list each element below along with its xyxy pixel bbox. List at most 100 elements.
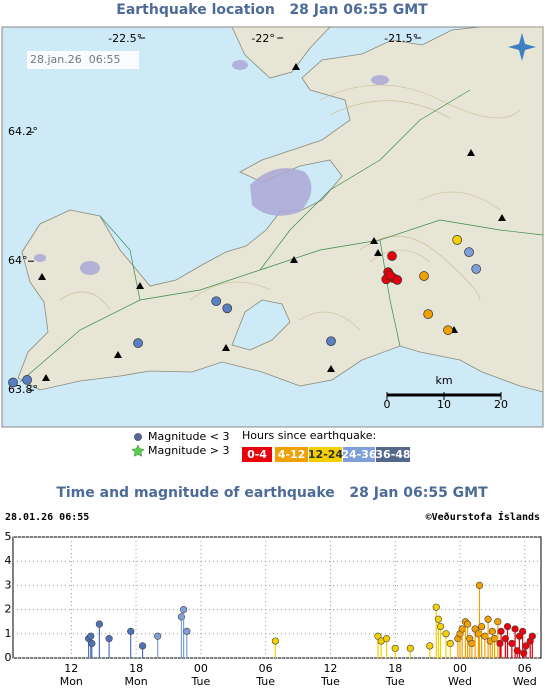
quake-point	[474, 630, 482, 658]
roads	[19, 89, 544, 383]
dot	[154, 632, 162, 640]
quake-point	[374, 632, 382, 658]
map-timestamp: 28.jan.26 06:55	[30, 53, 120, 66]
hours-box	[376, 447, 410, 462]
lon-label: -22°	[251, 32, 274, 45]
quake-point	[475, 581, 484, 658]
quake-point	[382, 635, 391, 658]
quake-point	[154, 632, 162, 658]
lon-label: -21.5°	[384, 32, 418, 45]
x-tick-label: 00	[453, 662, 467, 675]
hours-label: 12-24	[308, 448, 344, 461]
x-tick-label: 18	[388, 662, 402, 675]
quake-point	[95, 620, 103, 658]
y-tick-label: 4	[5, 554, 12, 567]
dot	[382, 635, 391, 643]
quake-point	[183, 627, 191, 658]
dot	[511, 625, 519, 633]
dot	[432, 603, 440, 611]
legend: Magnitude < 3 Magnitude > 3 Hours since …	[131, 429, 376, 457]
credit: ©Veðurstofa Íslands	[426, 510, 540, 523]
quake-point	[503, 622, 512, 658]
contours	[59, 84, 521, 331]
dot	[105, 635, 113, 643]
quake-point	[522, 642, 530, 658]
dot	[87, 632, 95, 640]
y-tick-label: 1	[5, 627, 12, 640]
x-day-label: Wed	[513, 675, 537, 688]
hours-label: 0-4	[247, 448, 267, 461]
dot	[391, 644, 399, 652]
quake-marker	[211, 296, 222, 307]
dot	[475, 581, 484, 590]
x-tick-label: 18	[129, 662, 143, 675]
dot	[497, 627, 505, 635]
hours-label: 36-48	[375, 448, 410, 461]
quake-point	[377, 637, 385, 658]
hours-label: 4-12	[278, 448, 306, 461]
map: 28.jan.26 06:55 km	[1, 26, 544, 428]
dot	[436, 622, 445, 631]
quake-point	[494, 618, 502, 658]
dot	[508, 639, 516, 648]
hours-title: Hours since earthquake:	[242, 429, 376, 442]
chart-title: Time and magnitude of earthquake 28 Jan …	[56, 485, 488, 501]
dot	[488, 627, 497, 635]
lon-label: -22.5°	[108, 32, 142, 45]
x-tick-label: 12	[323, 662, 337, 675]
quake-marker	[133, 338, 143, 348]
dot	[463, 620, 472, 628]
quake-marker	[387, 251, 397, 261]
dot	[474, 630, 482, 638]
quake-point	[88, 639, 96, 658]
dot	[528, 632, 536, 640]
quake-marker	[464, 247, 474, 258]
quake-point	[138, 642, 147, 658]
quake-point	[442, 630, 450, 658]
y-tick-label: 3	[5, 578, 12, 591]
legend-dot	[134, 433, 142, 441]
lava-fields	[34, 60, 389, 275]
quake-point	[391, 644, 399, 658]
legend-large: Magnitude > 3	[148, 444, 230, 457]
dot	[88, 639, 96, 648]
timestamp-box	[27, 51, 139, 69]
scale-label: 0	[384, 398, 391, 411]
quake-marker	[22, 375, 32, 385]
hours-label: 24-36	[341, 448, 377, 461]
scale-label: 20	[494, 398, 508, 411]
hours-box	[309, 447, 342, 462]
quake-point	[180, 605, 188, 658]
x-day-label: Tue	[255, 675, 275, 688]
quake-marker	[222, 303, 233, 314]
quake-point	[432, 603, 440, 658]
quake-marker	[326, 336, 336, 347]
quake-marker	[385, 270, 395, 281]
dot	[127, 627, 135, 635]
y-tick-label: 0	[5, 651, 12, 664]
dot	[458, 625, 466, 633]
quake-marker	[443, 325, 453, 336]
quake-marker	[392, 275, 403, 285]
x-day-label: Wed	[448, 675, 472, 688]
quake-marker	[471, 264, 482, 274]
chart-date: 28.01.26 06:55	[5, 512, 89, 523]
dot	[478, 622, 486, 631]
lat-label: 64.2°	[8, 125, 38, 138]
x-tick-label: 00	[194, 662, 208, 675]
quake-point	[105, 635, 113, 658]
y-tick-label: 5	[5, 530, 12, 543]
quake-point	[497, 627, 505, 658]
quake-point	[463, 620, 472, 658]
x-tick-label: 06	[518, 662, 532, 675]
quake-point	[458, 625, 466, 658]
quake-point	[127, 627, 135, 658]
dot	[271, 637, 279, 645]
bay	[231, 299, 291, 351]
dot	[183, 627, 191, 635]
x-tick-label: 06	[259, 662, 273, 675]
dot	[434, 615, 443, 623]
dot	[442, 630, 450, 638]
dot	[519, 627, 527, 635]
